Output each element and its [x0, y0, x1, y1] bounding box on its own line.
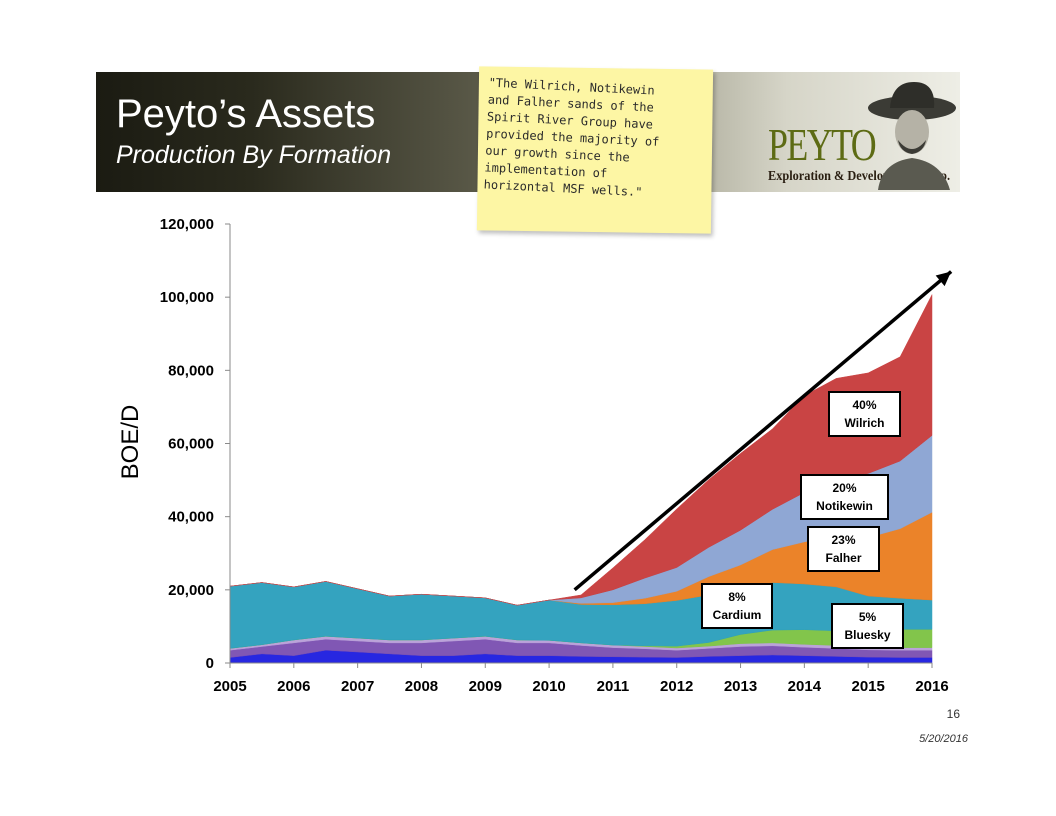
x-tick-label: 2014 [788, 678, 822, 695]
x-tick-label: 2010 [532, 678, 565, 695]
label-formation: Wilrich [845, 416, 885, 430]
y-tick-label: 100,000 [160, 289, 214, 306]
page-number: 16 [946, 707, 960, 721]
label-box [800, 474, 889, 520]
label-percent: 23% [831, 533, 855, 547]
x-tick-label: 2007 [341, 678, 374, 695]
x-tick-label: 2016 [915, 678, 948, 695]
y-tick-label: 60,000 [168, 436, 214, 453]
label-box [701, 583, 773, 629]
cowboy-portrait-icon [868, 82, 956, 190]
page-subtitle: Production By Formation [116, 141, 392, 169]
label-percent: 20% [832, 481, 856, 495]
y-tick-label: 0 [206, 655, 214, 672]
y-tick-label: 80,000 [168, 362, 214, 379]
label-percent: 5% [859, 610, 877, 624]
label-wilrich: 40% Wilrich [828, 391, 901, 437]
x-tick-label: 2006 [277, 678, 310, 695]
y-tick-label: 20,000 [168, 582, 214, 599]
label-percent: 8% [728, 590, 746, 604]
y-tick-label: 120,000 [160, 216, 214, 233]
x-tick-label: 2005 [213, 678, 246, 695]
trend-arrow-line [573, 270, 953, 592]
label-box [828, 391, 901, 437]
x-tick-label: 2009 [469, 678, 502, 695]
label-box [807, 526, 880, 572]
x-tick-label: 2013 [724, 678, 757, 695]
label-notikewin: 20% Notikewin [800, 474, 889, 520]
y-tick-label: 40,000 [168, 509, 214, 526]
x-tick-label: 2012 [660, 678, 693, 695]
label-formation: Falher [825, 551, 861, 565]
formation-labels: 40% Wilrich 20% Notikewin 23% Falher 8% Cardium… [701, 391, 904, 649]
label-bluesky: 5% Bluesky [831, 603, 904, 649]
label-formation: Cardium [713, 608, 762, 622]
x-tick-label: 2011 [597, 678, 630, 695]
company-logo: PEYTO [768, 119, 877, 170]
y-axis-label: BOE/D [117, 405, 144, 480]
label-falher: 23% Falher [807, 526, 880, 572]
label-box [831, 603, 904, 649]
area-wilrich [229, 294, 933, 606]
trend-arrow-head [935, 271, 952, 287]
x-tick-label: 2008 [405, 678, 438, 695]
label-formation: Bluesky [844, 628, 890, 642]
slide-date: 5/20/2016 [919, 733, 968, 745]
page-title: Peyto’s Assets [116, 92, 376, 136]
x-tick-label: 2015 [851, 678, 884, 695]
chart-axes: 0 20,000 40,000 60,000 80,000 100,000 120,000 2… [160, 216, 949, 695]
label-percent: 40% [852, 398, 876, 412]
label-formation: Notikewin [816, 499, 873, 513]
trend-arrow [573, 270, 953, 592]
label-cardium: 8% Cardium [701, 583, 773, 629]
